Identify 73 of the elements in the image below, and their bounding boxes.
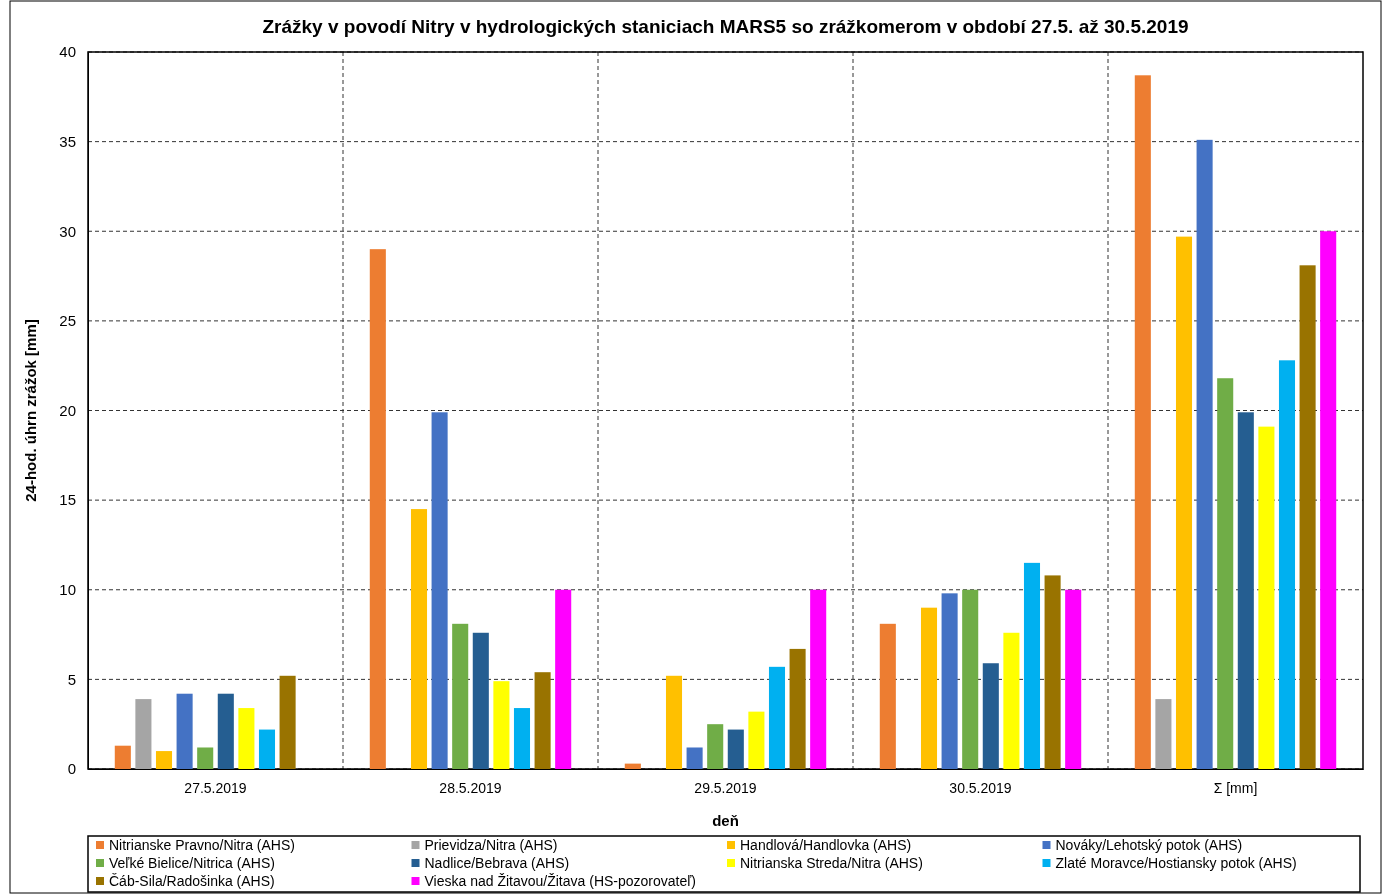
legend-label: Nováky/Lehotský potok (AHS)	[1055, 837, 1243, 853]
legend-label: Vieska nad Žitavou/Žitava (HS-pozorovateľ)	[424, 873, 697, 889]
legend-label: Nitrianska Streda/Nitra (AHS)	[740, 855, 923, 871]
bar	[513, 708, 531, 769]
bar	[665, 675, 683, 769]
x-tick-label: 29.5.2019	[694, 779, 757, 796]
y-tick-label: 30	[59, 222, 76, 240]
legend-label: Veľké Bielice/Nitrica (AHS)	[109, 855, 275, 871]
bar	[920, 607, 938, 769]
bar	[410, 509, 428, 769]
bar	[748, 711, 765, 769]
bar	[1299, 265, 1316, 769]
bar	[258, 729, 276, 769]
bar	[1320, 231, 1337, 769]
bar	[452, 623, 469, 769]
bar	[1134, 75, 1151, 769]
bar	[217, 693, 234, 769]
bar	[941, 593, 958, 769]
legend-label: Čáb-Sila/Radošinka (AHS)	[109, 873, 275, 889]
bar	[727, 729, 744, 769]
x-tick-label: 28.5.2019	[439, 779, 502, 796]
y-tick-label: 15	[59, 491, 76, 509]
bar	[135, 699, 152, 769]
bar	[197, 747, 214, 769]
bar	[1003, 632, 1020, 769]
bar	[238, 708, 255, 769]
bar	[879, 623, 896, 769]
y-tick-label: 40	[59, 43, 76, 61]
bar	[155, 751, 173, 769]
legend-label: Nitrianske Pravno/Nitra (AHS)	[109, 837, 295, 853]
bar	[624, 763, 641, 769]
y-tick-label: 25	[59, 312, 76, 330]
bar	[176, 693, 193, 769]
bar	[369, 249, 386, 769]
bar	[534, 672, 551, 769]
x-tick-label: 30.5.2019	[949, 779, 1012, 796]
bar	[707, 724, 724, 769]
bar	[555, 589, 572, 769]
bar	[810, 589, 827, 769]
bar	[472, 632, 489, 769]
bar	[493, 681, 510, 769]
y-tick-label: 5	[67, 670, 76, 688]
legend-label: Prievidza/Nitra (AHS)	[424, 837, 558, 853]
bar	[1044, 575, 1061, 769]
y-tick-label: 10	[59, 581, 76, 599]
bar	[1278, 360, 1296, 769]
bar	[686, 747, 703, 769]
bar	[768, 666, 786, 769]
bar	[1175, 236, 1193, 769]
x-tick-label: 27.5.2019	[184, 779, 247, 796]
legend-label: Nadlice/Bebrava (AHS)	[424, 855, 570, 871]
y-axis-title: 24-hod. úhrn zrážok [mm]	[22, 319, 39, 502]
bar	[431, 412, 448, 769]
x-tick-label: Σ [mm]	[1213, 779, 1258, 796]
bar	[1196, 139, 1213, 769]
chart-title: Zrážky v povodí Nitry v hydrologických staniciach MARS5 so zrážkomerom v období 27.5. až 30.5.2019	[262, 16, 1189, 37]
bar	[1237, 412, 1254, 769]
bar	[1155, 699, 1172, 769]
bar	[114, 745, 131, 769]
y-tick-label: 35	[59, 132, 76, 150]
bar	[1065, 589, 1082, 769]
bar	[1217, 378, 1234, 769]
bar	[1023, 562, 1041, 769]
bar	[962, 589, 979, 769]
y-tick-label: 20	[59, 401, 76, 419]
legend-label: Handlová/Handlovka (AHS)	[740, 837, 912, 853]
legend-label: Zlaté Moravce/Hostiansky potok (AHS)	[1055, 855, 1297, 871]
bar	[279, 675, 296, 769]
bar	[1258, 426, 1275, 769]
bar	[982, 663, 999, 769]
bar	[789, 648, 806, 769]
x-axis-title: deň	[712, 812, 739, 829]
y-tick-label: 0	[67, 760, 76, 778]
